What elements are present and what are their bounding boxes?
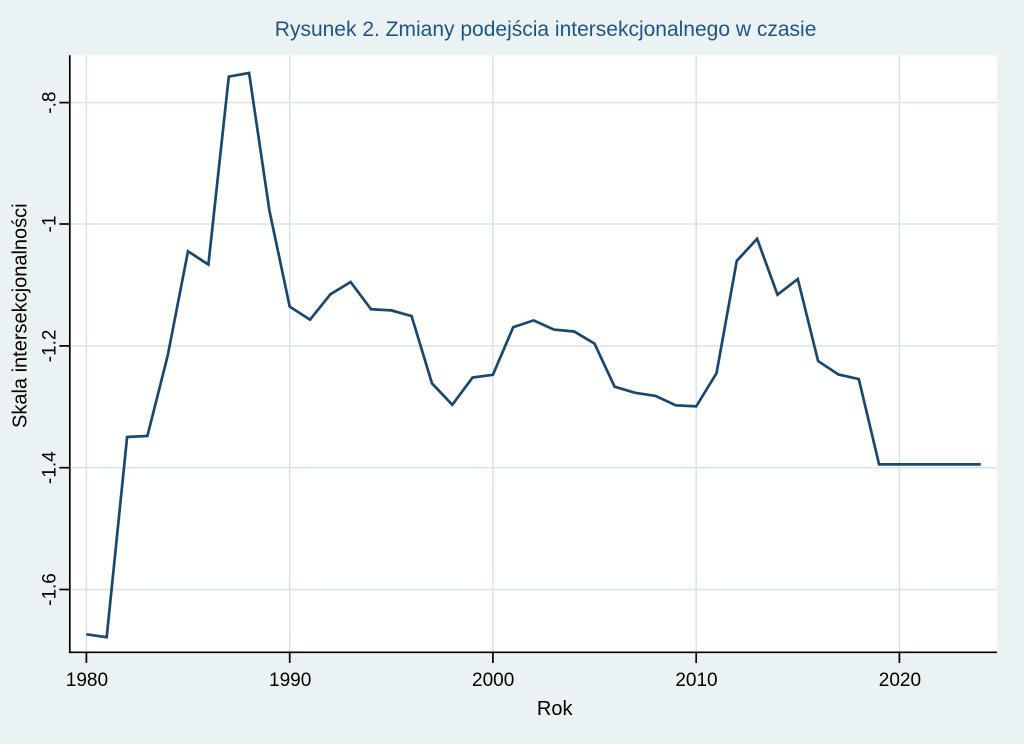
svg-text:2010: 2010 <box>675 670 717 691</box>
svg-text:Rok: Rok <box>537 698 574 720</box>
svg-text:1980: 1980 <box>66 670 108 691</box>
svg-text:Skala intersekcjonalności: Skala intersekcjonalności <box>9 203 31 428</box>
svg-text:-1: -1 <box>40 216 61 233</box>
svg-text:2020: 2020 <box>879 670 921 691</box>
svg-text:-.8: -.8 <box>40 92 61 114</box>
svg-text:-1.6: -1.6 <box>40 573 61 606</box>
svg-text:-1.4: -1.4 <box>40 451 61 484</box>
svg-text:1990: 1990 <box>269 670 311 691</box>
svg-text:-1.2: -1.2 <box>40 330 61 363</box>
svg-text:2000: 2000 <box>472 670 514 691</box>
svg-text:Rysunek 2. Zmiany podejścia in: Rysunek 2. Zmiany podejścia intersekcjon… <box>275 18 817 41</box>
